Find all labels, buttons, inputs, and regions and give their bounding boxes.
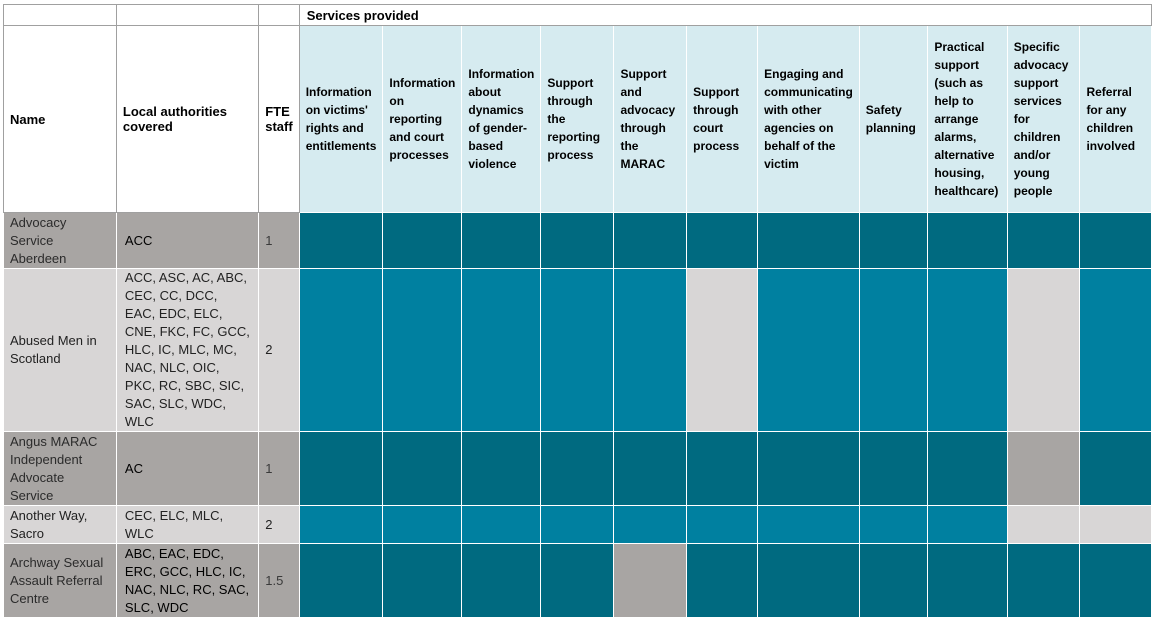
organisation-name: Archway Sexual Assault Referral Centre (3, 543, 117, 618)
service-cell (613, 505, 688, 544)
local-authorities: ACC (115, 212, 260, 269)
service-cell (927, 543, 1008, 618)
table-row: Abused Men in Scotland ACC, ASC, AC, ABC,… (3, 268, 1152, 432)
services-group-header: Services provided (298, 4, 1152, 26)
local-authorities: CEC, ELC, MLC, WLC (115, 505, 260, 544)
service-cell (540, 543, 615, 618)
service-cell (382, 505, 463, 544)
service-cell (858, 212, 929, 269)
table-row: Angus MARAC Independent Advocate Service… (3, 431, 1152, 506)
service-cell (540, 268, 615, 432)
service-cell (461, 268, 542, 432)
table-row: Archway Sexual Assault Referral Centre AB… (3, 543, 1152, 618)
service-cell (686, 268, 759, 432)
service-column-header: Information on victims' rights and entit… (298, 25, 384, 213)
service-cell (613, 543, 688, 618)
service-cell (1079, 505, 1152, 544)
service-cell (858, 543, 929, 618)
service-cell (382, 543, 463, 618)
service-column-header: Information on reporting and court proce… (382, 25, 463, 213)
fte-staff: 2 (258, 505, 300, 544)
service-cell (757, 212, 860, 269)
organisation-name: Advocacy Service Aberdeen (3, 212, 117, 269)
service-cell (927, 268, 1008, 432)
service-cell (757, 543, 860, 618)
fte-staff: 2 (258, 268, 300, 432)
service-cell (927, 505, 1008, 544)
blank-header-cell (115, 4, 260, 26)
organisation-name: Abused Men in Scotland (3, 268, 117, 432)
service-cell (613, 431, 688, 506)
la-column-header: Local authorities covered (115, 25, 260, 213)
organisation-name: Another Way, Sacro (3, 505, 117, 544)
service-cell (927, 431, 1008, 506)
blank-header-cell (258, 4, 300, 26)
fte-column-header: FTE staff (258, 25, 300, 213)
fte-staff: 1 (258, 431, 300, 506)
service-column-header: Safety planning (858, 25, 929, 213)
service-cell (1006, 505, 1081, 544)
service-cell (461, 505, 542, 544)
header-group-row: Services provided (3, 4, 1152, 26)
service-cell (1006, 268, 1081, 432)
service-cell (298, 543, 384, 618)
service-cell (540, 212, 615, 269)
table-row: Advocacy Service Aberdeen ACC 1 (3, 212, 1152, 269)
service-cell (686, 505, 759, 544)
local-authorities: ACC, ASC, AC, ABC, CEC, CC, DCC, EAC, ED… (115, 268, 260, 432)
service-cell (382, 212, 463, 269)
fte-staff: 1 (258, 212, 300, 269)
service-column-header: Referral for any children involved (1079, 25, 1152, 213)
services-table: Services provided Name Local authorities… (3, 4, 1152, 618)
blank-header-cell (3, 4, 117, 26)
table-row: Another Way, Sacro CEC, ELC, MLC, WLC 2 (3, 505, 1152, 544)
service-cell (757, 431, 860, 506)
fte-staff: 1.5 (258, 543, 300, 618)
local-authorities: ABC, EAC, EDC, ERC, GCC, HLC, IC, NAC, N… (115, 543, 260, 618)
organisation-name: Angus MARAC Independent Advocate Service (3, 431, 117, 506)
service-cell (298, 268, 384, 432)
service-cell (757, 505, 860, 544)
service-cell (1006, 212, 1081, 269)
service-cell (858, 268, 929, 432)
service-column-header: Specific advocacy support services for c… (1006, 25, 1081, 213)
service-cell (382, 431, 463, 506)
service-cell (382, 268, 463, 432)
service-column-header: Support and advocacy through the MARAC (613, 25, 688, 213)
service-column-header: Engaging and communicating with other ag… (757, 25, 860, 213)
service-cell (686, 543, 759, 618)
service-cell (540, 505, 615, 544)
service-cell (613, 268, 688, 432)
local-authorities: AC (115, 431, 260, 506)
service-cell (1006, 543, 1081, 618)
service-cell (927, 212, 1008, 269)
service-cell (298, 431, 384, 506)
header-row: Name Local authorities covered FTE staff… (3, 25, 1152, 213)
service-cell (1079, 212, 1152, 269)
service-cell (686, 212, 759, 269)
service-column-header: Support through the reporting process (540, 25, 615, 213)
service-cell (461, 212, 542, 269)
service-cell (858, 505, 929, 544)
service-cell (461, 543, 542, 618)
table-body: Advocacy Service Aberdeen ACC 1 Abused Men … (3, 212, 1152, 618)
name-column-header: Name (3, 25, 117, 213)
service-cell (461, 431, 542, 506)
service-cell (613, 212, 688, 269)
service-cell (1079, 431, 1152, 506)
service-cell (1006, 431, 1081, 506)
service-cell (757, 268, 860, 432)
service-column-header: Support through court process (686, 25, 759, 213)
service-cell (298, 505, 384, 544)
service-cell (1079, 543, 1152, 618)
service-column-header: Information about dynamics of gender-bas… (461, 25, 542, 213)
service-cell (540, 431, 615, 506)
service-cell (1079, 268, 1152, 432)
service-column-header: Practical support (such as help to arran… (927, 25, 1008, 213)
service-cell (686, 431, 759, 506)
service-cell (858, 431, 929, 506)
service-cell (298, 212, 384, 269)
